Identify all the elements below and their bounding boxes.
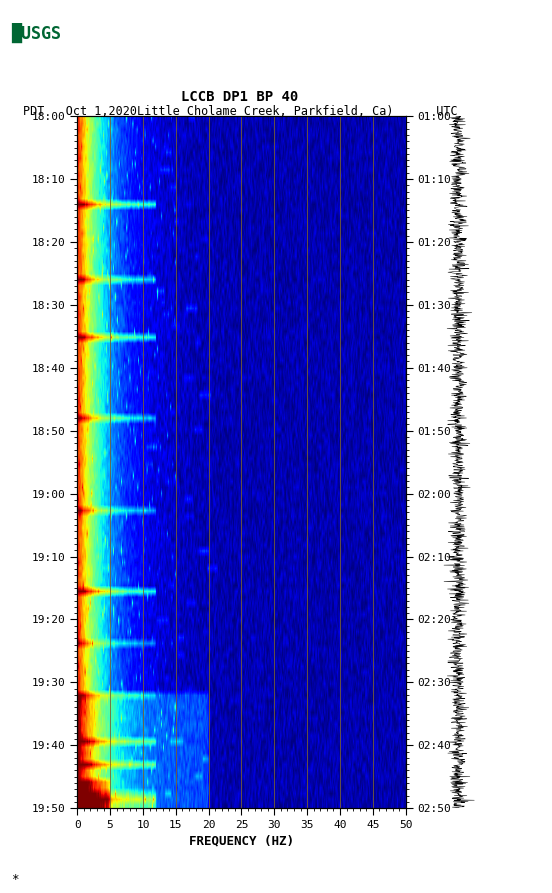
- Text: PDT   Oct 1,2020Little Cholame Creek, Parkfield, Ca)      UTC: PDT Oct 1,2020Little Cholame Creek, Park…: [23, 104, 458, 118]
- X-axis label: FREQUENCY (HZ): FREQUENCY (HZ): [189, 834, 294, 847]
- Text: LCCB DP1 BP 40: LCCB DP1 BP 40: [182, 90, 299, 104]
- Text: █USGS: █USGS: [11, 22, 61, 43]
- Text: *: *: [11, 872, 19, 886]
